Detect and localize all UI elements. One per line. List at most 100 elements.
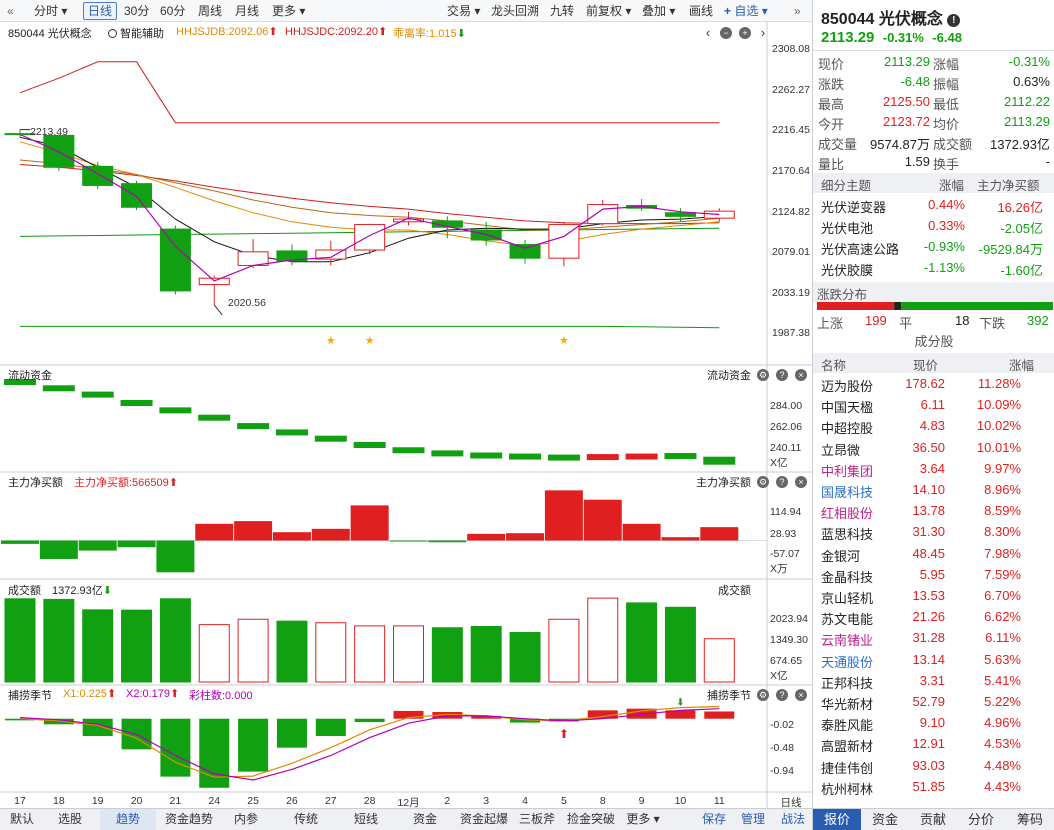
kline-chart[interactable]: ★ ★ ★ ⬆ ⬇ [0, 22, 812, 808]
season-bar [315, 718, 346, 736]
theme-name: 光伏电池 [821, 221, 874, 236]
tab-stock-select[interactable]: 选股 [57, 812, 82, 826]
flow-bar [586, 454, 619, 461]
fuquan-menu[interactable]: 前复权 ▾ [586, 4, 632, 18]
date-label: 11 [713, 795, 725, 807]
component-name: 金银河 [821, 548, 861, 564]
flow-bar [470, 452, 503, 459]
component-row[interactable]: 金银河 48.45 7.98% [813, 544, 1054, 564]
leader-review-button[interactable]: 龙头回溯 [491, 4, 540, 18]
component-row[interactable]: 正邦科技 3.31 5.41% [813, 671, 1054, 691]
tab-trend[interactable]: 趋势 [100, 809, 156, 830]
gear-icon[interactable]: ⚙ [757, 369, 769, 381]
tab-price-distribution[interactable]: 分价 [967, 812, 994, 827]
component-row[interactable]: 国晟科技 14.10 8.96% [813, 480, 1054, 500]
tab-fund-burst[interactable]: 资金起爆 [459, 812, 508, 826]
tab-fund-flow[interactable]: 资金 [871, 812, 898, 827]
candle-body [393, 218, 424, 223]
close-icon[interactable]: × [795, 689, 807, 701]
component-row[interactable]: 红相股份 13.78 8.59% [813, 501, 1054, 521]
tab-insider[interactable]: 内参 [233, 812, 258, 826]
tab-traditional[interactable]: 传统 [293, 812, 318, 826]
chart-area[interactable]: ★ ★ ★ ⬆ ⬇ 850044 光伏概念 智能辅助 HHJSJDB:2092.06⬆… [0, 22, 812, 809]
tab-quote[interactable]: 报价 [813, 809, 861, 830]
tab-fenshi[interactable]: 分时 ▾ [34, 4, 68, 18]
component-row[interactable]: 立昂微 36.50 10.01% [813, 438, 1054, 458]
component-row[interactable]: 中利集团 3.64 9.97% [813, 459, 1054, 479]
tab-weekly[interactable]: 周线 [198, 4, 223, 18]
tab-more[interactable]: 更多 ▾ [272, 4, 306, 18]
component-row[interactable]: 华光新材 52.79 5.22% [813, 692, 1054, 712]
quote-title: 850044 光伏概念 ! [821, 5, 961, 29]
flow-bar [625, 453, 658, 460]
help-icon[interactable]: ? [776, 689, 788, 701]
tab-30min[interactable]: 30分 [124, 4, 150, 18]
component-row[interactable]: 蓝思科技 31.30 8.30% [813, 522, 1054, 542]
smart-assist-toggle[interactable]: 智能辅助 [108, 25, 164, 41]
arrow-left-icon[interactable]: ‹ [705, 25, 711, 40]
info-icon[interactable]: ! [947, 14, 961, 27]
flow-unit-label: X亿 [770, 457, 788, 469]
component-row[interactable]: 云南锗业 31.28 6.11% [813, 628, 1054, 648]
help-icon[interactable]: ? [776, 476, 788, 488]
vol-axis-label: 2023.94 [770, 613, 808, 625]
component-row[interactable]: 杭州柯林 51.85 4.43% [813, 777, 1054, 797]
close-icon[interactable]: × [795, 476, 807, 488]
net-buy-bar [39, 540, 78, 559]
flow-bar [237, 423, 270, 430]
price-label: 2033.19 [772, 287, 810, 299]
tab-rixian[interactable]: 日线 [83, 2, 118, 20]
arrow-right-icon[interactable]: › [760, 25, 766, 40]
tab-chips[interactable]: 筹码 [1016, 812, 1043, 827]
stat-label: 量比 [818, 157, 845, 172]
price-label: 2262.27 [772, 84, 810, 96]
component-pct: 6.11% [985, 630, 1021, 646]
tab-short-term[interactable]: 短线 [353, 812, 378, 826]
component-row[interactable]: 泰胜风能 9.10 4.96% [813, 713, 1054, 733]
theme-row[interactable]: 光伏电池 0.33% -2.05亿 [813, 216, 1054, 236]
component-row[interactable]: 京山轻机 13.53 6.70% [813, 586, 1054, 606]
theme-row[interactable]: 光伏逆变器 0.44% 16.26亿 [813, 195, 1054, 215]
tab-gold-breakout[interactable]: 捡金突破 [566, 812, 615, 826]
tab-more[interactable]: 更多 ▾ [626, 812, 660, 826]
trade-menu[interactable]: 交易 ▾ [447, 4, 481, 18]
component-pct: 10.01% [976, 439, 1021, 455]
draw-line-button[interactable]: 画线 [689, 4, 714, 18]
turnover-bar [703, 638, 735, 683]
gear-icon[interactable]: ⚙ [757, 689, 769, 701]
save-button[interactable]: 保存 [701, 812, 726, 826]
net-buy-bar [350, 505, 389, 541]
component-row[interactable]: 捷佳伟创 93.03 4.48% [813, 756, 1054, 776]
jiuzhuan-button[interactable]: 九转 [550, 4, 575, 18]
zoom-in-icon[interactable]: + [739, 27, 751, 39]
component-row[interactable]: 中国天楹 6.11 10.09% [813, 395, 1054, 415]
collapse-left-icon[interactable]: « [7, 4, 14, 18]
tab-fund-trend[interactable]: 资金趋势 [164, 812, 213, 826]
component-row[interactable]: 金晶科技 5.95 7.59% [813, 565, 1054, 585]
add-watchlist-button[interactable]: + 自选 ▾ [724, 4, 768, 18]
tab-fund[interactable]: 资金 [412, 812, 437, 826]
overlay-menu[interactable]: 叠加 ▾ [642, 4, 676, 18]
tab-default[interactable]: 默认 [9, 812, 34, 826]
zoom-out-icon[interactable]: − [720, 27, 732, 39]
tab-contribution[interactable]: 贡献 [919, 812, 946, 827]
component-row[interactable]: 高盟新材 12.91 4.53% [813, 734, 1054, 754]
component-row[interactable]: 天通股份 13.14 5.63% [813, 650, 1054, 670]
tab-60min[interactable]: 60分 [160, 4, 186, 18]
tab-monthly[interactable]: 月线 [235, 4, 260, 18]
theme-row[interactable]: 光伏高速公路 -0.93% -9529.84万 [813, 237, 1054, 257]
theme-row[interactable]: 光伏胶膜 -1.13% -1.60亿 [813, 258, 1054, 278]
manage-button[interactable]: 管理 [740, 812, 765, 826]
component-pct: 5.63% [984, 651, 1021, 667]
net-buy-bar [78, 540, 117, 551]
strategy-button[interactable]: 战法 [780, 812, 805, 826]
collapse-right-icon[interactable]: » [794, 4, 801, 18]
component-row[interactable]: 苏文电能 21.26 6.62% [813, 607, 1054, 627]
turnover-bar [121, 609, 153, 683]
tab-three-axes[interactable]: 三板斧 [518, 812, 555, 826]
component-row[interactable]: 迈为股份 178.62 11.28% [813, 374, 1054, 394]
component-row[interactable]: 中超控股 4.83 10.02% [813, 416, 1054, 436]
gear-icon[interactable]: ⚙ [757, 476, 769, 488]
help-icon[interactable]: ? [776, 369, 788, 381]
close-icon[interactable]: × [795, 369, 807, 381]
